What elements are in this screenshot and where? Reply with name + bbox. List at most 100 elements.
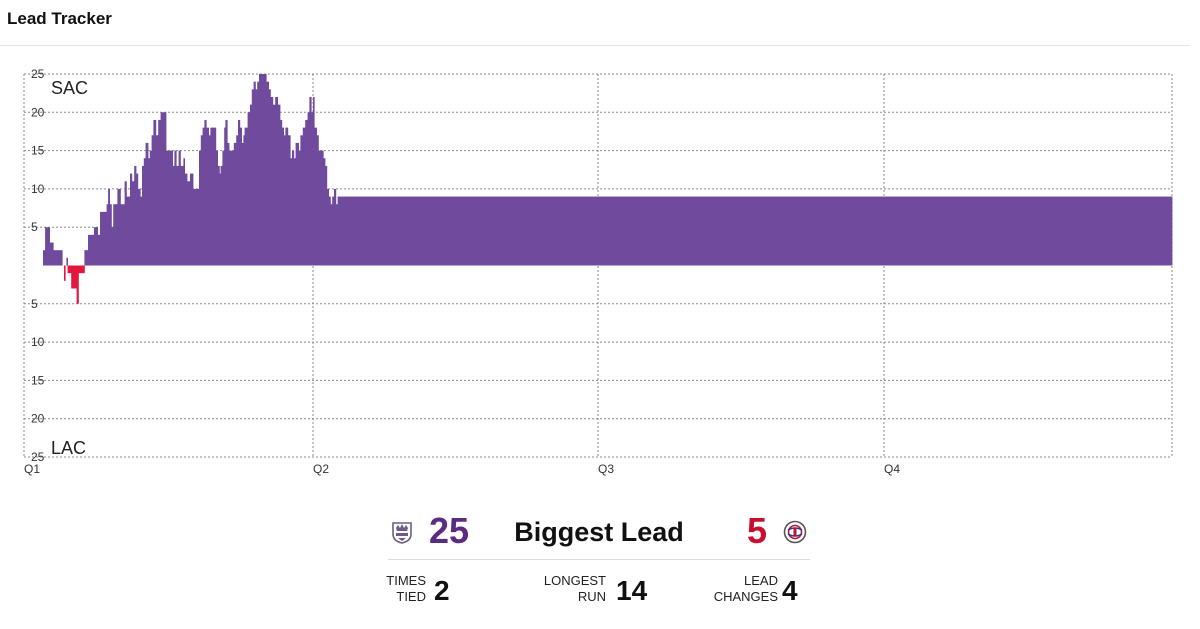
lead-changes-value: 4 [782,575,798,606]
y-tick-label: 10 [31,182,45,196]
clippers-logo-icon [783,520,807,544]
lead-bar-sac [151,135,154,266]
lead-bar-sac [227,142,230,266]
lead-bar-sac [126,196,131,266]
lead-bar-sac [111,227,114,266]
lead-bar-sac [311,112,314,266]
lead-bar-sac [247,112,251,266]
lead-bar-sac [200,135,203,266]
lead-bar-sac [239,127,242,266]
lead-bar-sac [49,242,54,266]
lead-bar-sac [302,127,306,266]
y-tick-label: 5 [31,297,38,311]
lead-bar-sac [253,81,256,266]
lead-bar-sac [335,204,338,266]
lead-bar-sac [184,173,188,266]
y-tick-label: 25 [31,450,45,464]
longest-run-stat: LONGEST RUN 14 [538,573,658,613]
lead-bar-sac [202,127,205,266]
lead-bar-sac [323,158,326,266]
lead-bar-sac [250,104,253,266]
lead-bar-sac [255,89,258,266]
lead-bar-sac [113,204,118,266]
x-tick-label: Q4 [884,462,900,476]
lead-bar-sac [153,119,157,266]
y-tick-label: 10 [31,335,45,349]
lead-bar-sac [53,250,63,266]
lead-bar-sac [212,127,217,266]
times-tied-label-1: TIMES [386,573,426,588]
lead-bar-sac [305,119,308,266]
team-label-top: SAC [51,78,88,98]
lead-bar-sac [217,165,220,266]
lead-bar-sac [219,173,221,266]
lead-bar-sac [215,150,218,266]
lead-bar-sac [124,181,127,266]
lac-biggest-lead: 5 [747,510,768,551]
lead-bar-lac [76,265,79,304]
lead-bar-sac [206,127,209,266]
lead-changes-label-2: CHANGES [713,589,778,604]
lead-bar-sac [43,250,46,266]
lead-bar-sac [170,150,173,266]
lead-bar-sac [140,196,143,266]
lead-bar-sac [316,135,319,266]
y-tick-label: 20 [31,105,45,119]
times-tied-stat: TIMES TIED 2 [386,573,458,613]
lead-bar-sac [224,127,226,266]
lead-bar-lac [67,265,72,274]
lead-bar-sac [199,150,202,266]
lead-bar-sac [260,74,267,266]
longest-run-label-2: RUN [577,589,606,604]
lead-bar-sac [149,150,152,266]
x-tick-label: Q2 [313,462,329,476]
y-tick-label: 15 [31,373,45,387]
y-tick-label: 20 [31,412,45,426]
times-tied-value: 2 [434,575,450,606]
lead-bar-sac [241,142,244,266]
lead-bar-sac [233,142,237,266]
lead-bar-sac [142,165,145,266]
lead-bar-sac [145,142,149,266]
lead-bar-sac [275,96,278,266]
lead-bar-sac [287,135,291,266]
lead-bar-sac [300,135,304,266]
lead-bar-sac [66,257,68,266]
lead-bar-sac [137,188,141,266]
lead-bar-sac [293,158,296,266]
lead-tracker-chart: 25 20 15 10 5 5 10 15 20 25 SAC LAC Q1 Q2 Q3 Q4 [23,67,1173,476]
lead-bar-sac [193,188,200,266]
lead-bar-sac [97,234,101,266]
lead-bar-sac [220,165,223,266]
lead-bar-sac [332,196,335,266]
lead-bar-sac [318,150,322,266]
lead-bar-sac [330,204,333,266]
lead-bar-sac [117,188,121,266]
lead-bar-sac [243,135,245,266]
lead-bar-sac [272,104,276,266]
lead-bar-sac [130,173,133,266]
biggest-lead-row: 25 Biggest Lead 5 [388,505,810,560]
lead-bar-sac [134,165,137,266]
lead-bar-sac [84,250,89,266]
lead-bar-sac [187,181,191,266]
lead-bar-sac [88,234,95,266]
lead-bar-sac [174,150,177,266]
team-label-bottom: LAC [51,438,86,458]
lead-bar-lac [78,265,85,274]
lead-bar-sac [178,150,181,266]
lead-bar-sac [326,188,329,266]
biggest-lead-label: Biggest Lead [514,517,684,547]
lead-bar-sac [136,173,139,266]
game-summary: 25 Biggest Lead 5 TIMES TIED 2 LONGEST R… [386,505,810,615]
lead-bar-sac [309,96,312,266]
longest-run-value: 14 [616,575,648,606]
lead-bar-sac [251,89,254,266]
lead-bar-sac [208,135,211,266]
lead-bar-sac [244,127,248,266]
x-tick-label: Q1 [24,462,40,476]
lead-bar-sac [158,119,161,266]
lead-bar-sac [321,150,324,266]
lead-bar-sac [225,119,228,266]
lead-bar-sac [108,188,110,266]
